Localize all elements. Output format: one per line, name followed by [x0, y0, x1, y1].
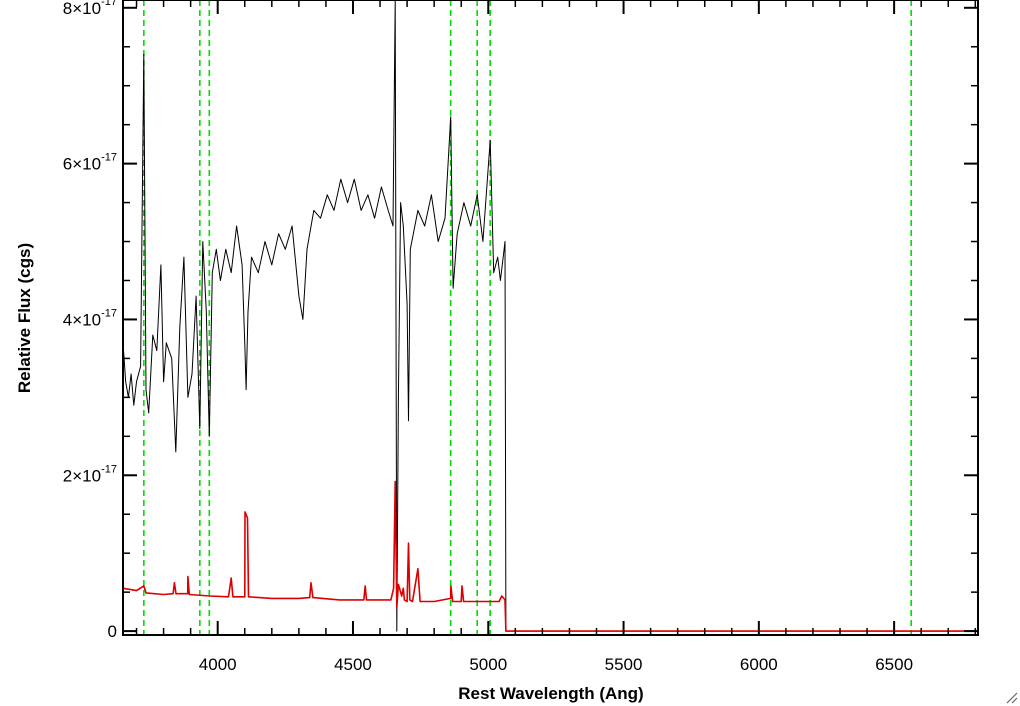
y-tick-label: 2×10-17 — [63, 463, 117, 485]
tick-labels: 4000 4500 5000 5500 6000 6500 0 2×10-17 4×10-17 6… — [63, 0, 913, 674]
resize-grip-icon[interactable] — [1004, 690, 1018, 704]
ticks-layer — [123, 0, 978, 635]
x-axis-title: Rest Wavelength (Ang) — [458, 684, 643, 703]
x-tick-label: 5500 — [605, 655, 643, 674]
x-tick-label: 6000 — [740, 655, 778, 674]
plot-frame — [122, 0, 979, 636]
y-tick-label: 0 — [108, 622, 117, 641]
y-axis-title: Relative Flux (cgs) — [15, 243, 34, 393]
x-tick-label: 6500 — [875, 655, 913, 674]
spectrum-line — [122, 0, 978, 632]
y-tick-label: 4×10-17 — [63, 307, 117, 329]
series-layer — [122, 0, 978, 632]
model-line — [122, 480, 978, 632]
x-tick-label: 4000 — [199, 655, 237, 674]
y-tick-label: 6×10-17 — [63, 152, 117, 174]
x-tick-label: 4500 — [334, 655, 372, 674]
reference-lines — [143, 0, 912, 635]
y-tick-label: 8×10-17 — [63, 0, 117, 18]
x-tick-label: 5000 — [469, 655, 507, 674]
